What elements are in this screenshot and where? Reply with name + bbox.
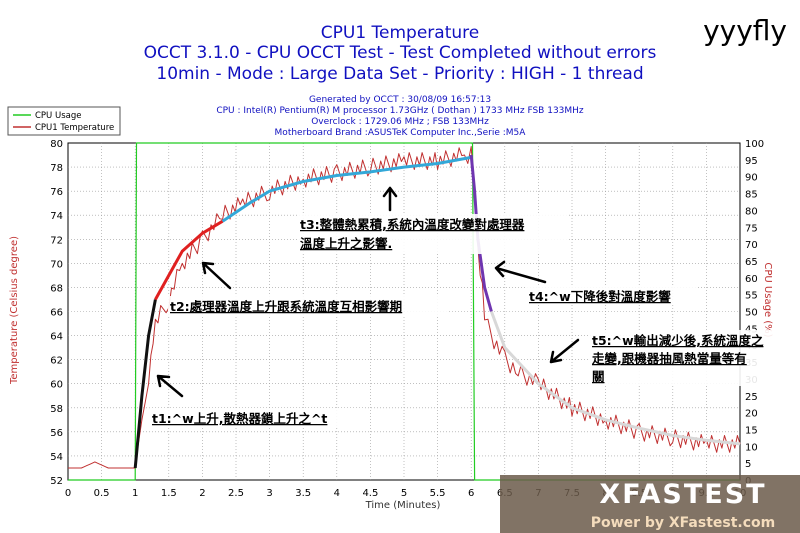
annotation-t3-line2: 溫度上升之影響. [300,236,392,251]
annotation-t1: t1:^w上升,散熱器鎖上升之^t [150,408,364,427]
info-generated: Generated by OCCT : 30/08/09 16:57:13 [309,95,491,105]
info-motherboard: Motherboard Brand :ASUSTeK Computer Inc.… [275,128,527,138]
annotation-arrows [156,186,580,398]
x-tick-label: 4.5 [362,488,378,499]
arrow-t1 [156,374,184,398]
y2-tick-label: 45 [745,324,758,335]
x-tick-label: 2.5 [228,488,244,499]
annotation-t5-line1: t5:^w輸出減少後,系統溫度之 [592,333,764,348]
arrow-t2 [201,261,232,290]
x-axis-label: Time (Minutes) [365,500,441,511]
xfastest-tagline: Power by XFastest.com [591,515,775,531]
y2-tick-label: 25 [745,392,758,403]
x-tick-label: 2 [199,488,205,499]
annotation-t2-text: t2:處理器溫度上升跟系統溫度互相影響期 [170,299,402,314]
y2-axis-label: CPU Usage (%) [762,262,773,337]
y-axis-label: Temperature (Celsius degree) [9,236,20,385]
phase-curve-5 [489,310,741,446]
x-tick-label: 1 [132,488,138,499]
arrow-t4 [494,260,547,284]
xfastest-watermark: XFASTEST Power by XFastest.com [500,475,800,533]
y-tick-label: 62 [50,356,63,367]
info-cpu: CPU : Intel(R) Pentium(R) M processor 1.… [216,106,584,116]
arrow-t5 [549,338,580,364]
y2-tick-label: 60 [745,274,758,285]
x-tick-label: 5 [401,488,407,499]
chart-title: CPU1 Temperature [321,23,479,43]
x-tick-label: 6 [468,488,474,499]
annotation-t4-text: t4:^w下降後對溫度影響 [529,289,671,304]
y2-tick-label: 5 [745,459,751,470]
y2-tick-label: 15 [745,425,758,436]
phase-curve-3 [221,155,472,223]
x-tick-label: 0 [65,488,71,499]
series-lines [68,142,741,481]
y-tick-label: 66 [50,308,63,319]
y-tick-label: 54 [50,452,63,463]
x-tick-label: 3.5 [295,488,311,499]
annotation-t2: t2:處理器溫度上升跟系統溫度互相影響期 [168,296,448,315]
y2-tick-label: 80 [745,206,758,217]
corner-watermark: yyyfly [703,14,787,47]
annotation-t3-line1: t3:整體熱累積,系統內溫度改變對處理器 [300,217,525,232]
chart-subtitle-1: OCCT 3.1.0 - CPU OCCT Test - Test Comple… [144,43,657,63]
y-tick-label: 64 [50,332,63,343]
legend-cpu1-temp-label: CPU1 Temperature [35,123,114,133]
y-tick-label: 56 [50,428,63,439]
y2-tick-label: 65 [745,257,758,268]
phase-curve-2 [154,219,224,301]
annotation-t3: t3:整體熱累積,系統內溫度改變對處理器 溫度上升之影響. [298,214,568,254]
y2-tick-label: 90 [745,173,758,184]
y2-tick-label: 75 [745,223,758,234]
y2-tick-label: 70 [745,240,758,251]
x-tick-label: 5.5 [430,488,446,499]
y2-tick-label: 20 [745,409,758,420]
x-tick-label: 1.5 [161,488,177,499]
y2-tick-label: 95 [745,156,758,167]
y-tick-label: 80 [50,139,63,150]
chart-subtitle-2: 10min - Mode : Large Data Set - Priority… [156,64,643,84]
y2-tick-label: 85 [745,190,758,201]
legend: CPU Usage CPU1 Temperature [7,106,121,136]
arrow-t3 [382,186,398,212]
annotation-t5: t5:^w輸出減少後,系統溫度之 走變,跟機器抽風熱當量等有 關 [590,330,788,386]
y-tick-label: 60 [50,380,63,391]
y-tick-label: 52 [50,476,63,487]
annotation-t5-line2: 走變,跟機器抽風熱當量等有 [592,351,747,366]
y2-tick-label: 50 [745,308,758,319]
xfastest-logo-text: XFASTEST [599,479,766,510]
phase-curve-1 [133,299,157,469]
x-tick-label: 3 [266,488,272,499]
series-cpu-usage-line [68,142,740,481]
y-tick-label: 76 [50,187,63,198]
y-tick-label: 68 [50,283,63,294]
annotation-t1-text: t1:^w上升,散熱器鎖上升之^t [152,411,327,426]
y-tick-label: 74 [50,211,63,222]
legend-cpu-usage-label: CPU Usage [35,111,81,121]
y-tick-label: 72 [50,235,63,246]
x-tick-label: 0.5 [94,488,110,499]
y2-tick-label: 100 [745,139,764,150]
x-tick-label: 4 [334,488,340,499]
y-tick-label: 58 [50,404,63,415]
annotation-t5-line3: 關 [592,369,605,384]
y2-tick-label: 55 [745,291,758,302]
y2-tick-label: 10 [745,442,758,453]
y-tick-label: 70 [50,259,63,270]
annotation-t4: t4:^w下降後對溫度影響 [527,286,697,305]
y-tick-label: 78 [50,163,63,174]
info-overclock: Overclock : 1729.06 MHz ; FSB 133MHz [311,117,489,127]
